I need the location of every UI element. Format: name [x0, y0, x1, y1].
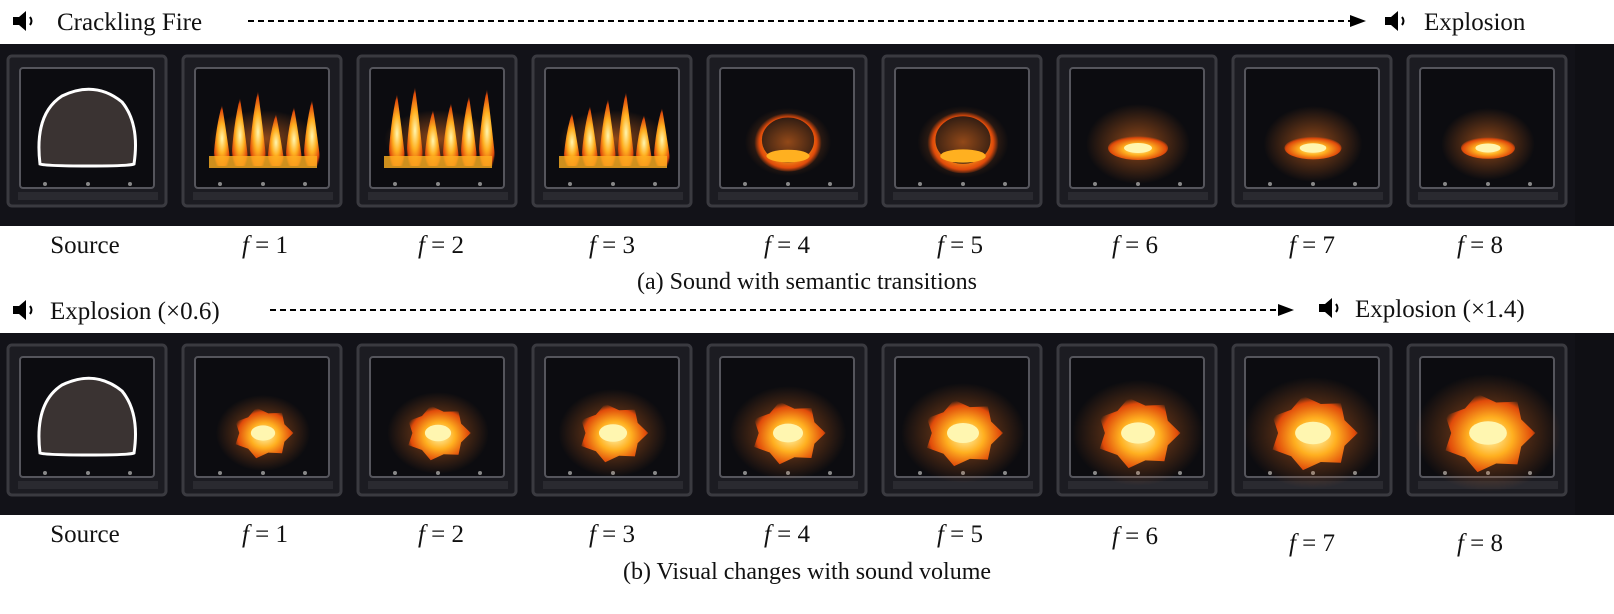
- row-a-image-strip: [0, 44, 1614, 226]
- row-a-frame-image-3: [525, 44, 700, 226]
- row-b-frame-label-1: f = 1: [241, 521, 289, 548]
- row-a-frame-label-3: f = 3: [588, 232, 636, 259]
- arrow-right-icon: [270, 304, 1294, 316]
- speaker-icon: [13, 300, 33, 320]
- row-b-frame-label-6: f = 6: [1111, 523, 1159, 550]
- row-a-left-sound-label: Crackling Fire: [57, 9, 203, 36]
- row-a-caption: (a) Sound with semantic transitions: [637, 269, 977, 295]
- row-a-frame-image-5: [875, 44, 1050, 226]
- row-b-frame-image-2: [350, 333, 525, 515]
- row-a-right-sound-label: Explosion: [1424, 9, 1526, 36]
- row-a-frame-image-8: [1400, 44, 1575, 226]
- speaker-icon: [1319, 298, 1339, 318]
- row-b-image-strip: [0, 333, 1614, 515]
- row-a-frame-image-7: [1225, 44, 1400, 226]
- row-a-frame-label-4: f = 4: [763, 232, 811, 259]
- row-b-frame-image-1: [175, 333, 350, 515]
- speaker-icon: [1385, 11, 1405, 31]
- row-b-frame-label-7: f = 7: [1288, 530, 1336, 557]
- row-b-frame-label-5: f = 5: [936, 521, 984, 548]
- row-b-frame-label-8: f = 8: [1456, 530, 1504, 557]
- arrow-right-icon: [248, 15, 1366, 27]
- row-b-frame-image-6: [1050, 333, 1225, 515]
- row-a-frame-image-6: [1050, 44, 1225, 226]
- row-b-frame-label-3: f = 3: [588, 521, 636, 548]
- row-b-frame-image-3: [525, 333, 700, 515]
- row-b-frame-image-8: [1400, 333, 1575, 515]
- row-a-frame-label-2: f = 2: [417, 232, 465, 259]
- row-a-frame-image-4: [700, 44, 875, 226]
- row-a-frame-label-8: f = 8: [1456, 232, 1504, 259]
- row-b-caption: (b) Visual changes with sound volume: [622, 559, 992, 585]
- row-b-right-sound-label: Explosion (×1.4): [1355, 296, 1525, 323]
- row-b-frame-image-4: [700, 333, 875, 515]
- row-a-source-image: [0, 44, 175, 226]
- row-b-frame-label-4: f = 4: [763, 521, 811, 548]
- row-b-left-sound-label: Explosion (×0.6): [50, 298, 220, 325]
- row-a-frame-image-2: [350, 44, 525, 226]
- row-b-source-label: Source: [50, 521, 120, 548]
- row-a-frame-image-1: [175, 44, 350, 226]
- row-a-frame-label-6: f = 6: [1111, 232, 1159, 259]
- speaker-icon: [13, 11, 33, 31]
- row-b-source-image: [0, 333, 175, 515]
- row-a-source-label: Source: [50, 232, 120, 259]
- row-a-frame-label-5: f = 5: [936, 232, 984, 259]
- row-a-frame-label-7: f = 7: [1288, 232, 1336, 259]
- row-b-frame-label-2: f = 2: [417, 521, 465, 548]
- row-a-frame-label-1: f = 1: [241, 232, 289, 259]
- row-b-frame-image-7: [1225, 333, 1400, 515]
- row-b-frame-image-5: [875, 333, 1050, 515]
